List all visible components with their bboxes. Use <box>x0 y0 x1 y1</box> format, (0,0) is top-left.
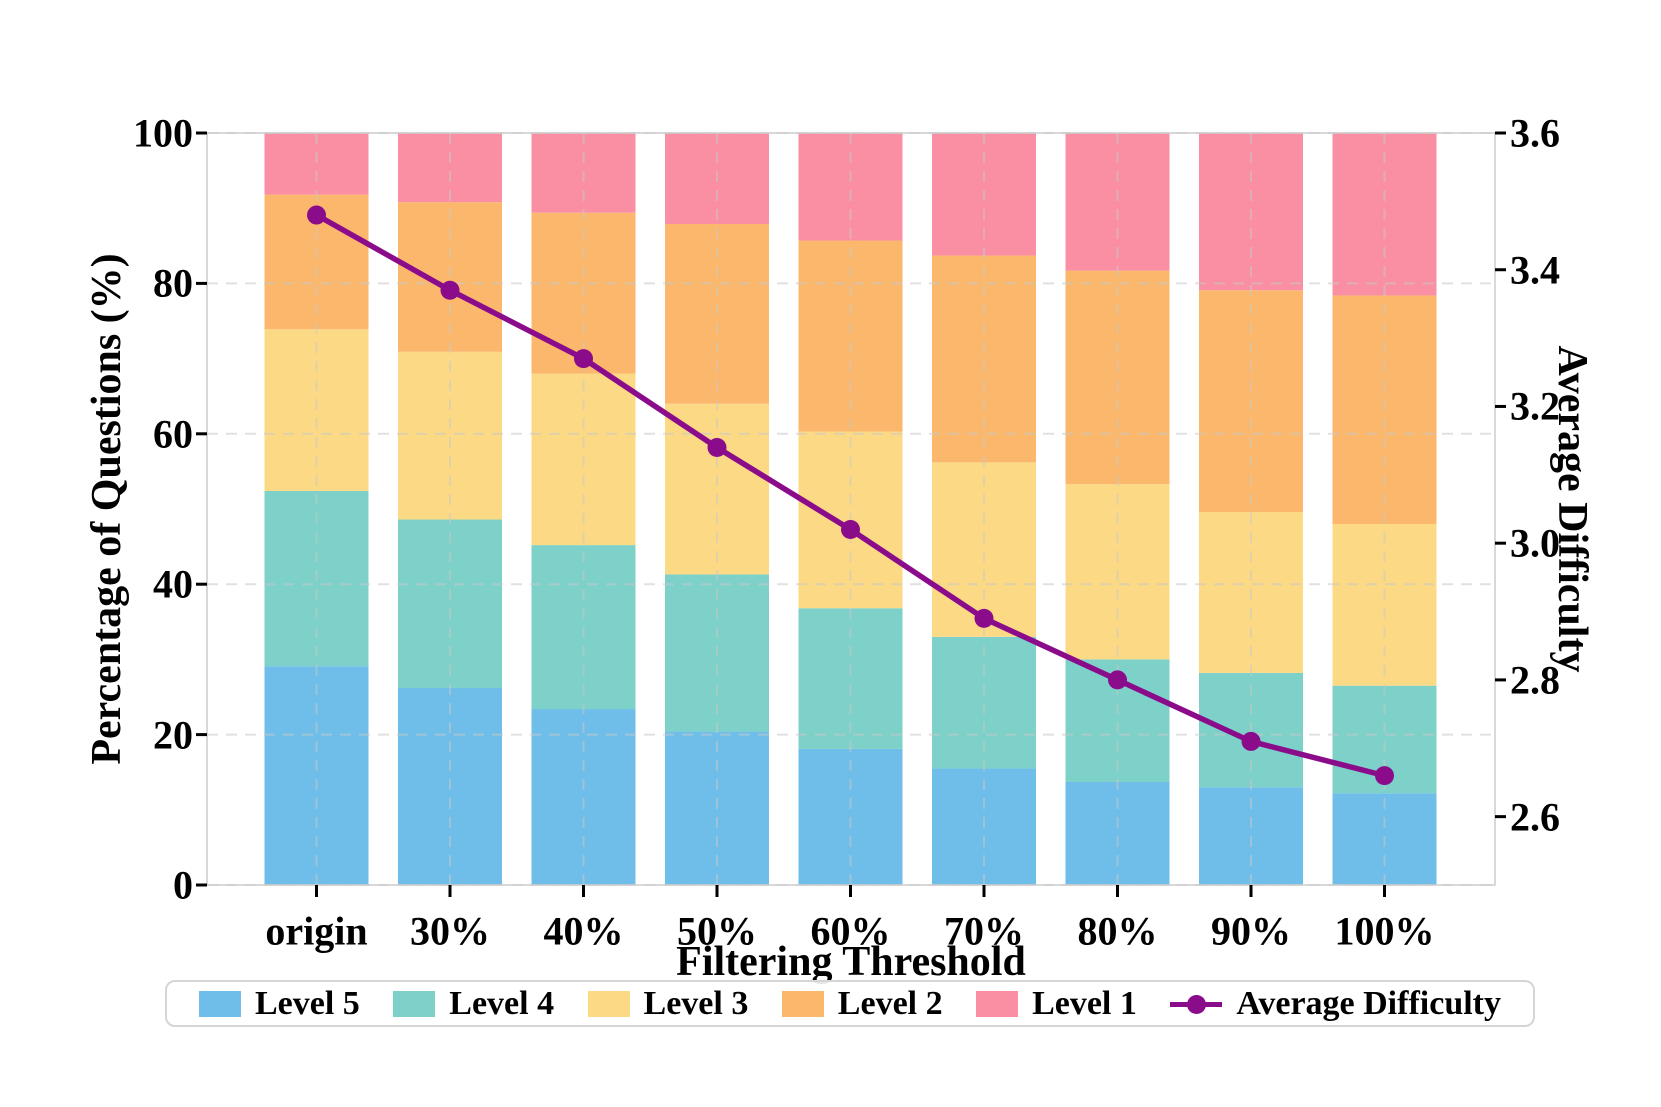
legend-item-level-2: Level 2 <box>781 984 943 1023</box>
x-tick-label-40%: 40% <box>543 908 624 954</box>
right-y-tick-label-2.8: 2.8 <box>1510 657 1560 703</box>
legend-label: Level 1 <box>1032 984 1137 1022</box>
legend-item-average-difficulty: Average Difficulty <box>1170 985 1501 1023</box>
left-y-tick-label-100: 100 <box>133 110 193 156</box>
left-y-tick-label-40: 40 <box>153 561 193 607</box>
legend-swatch-icon <box>587 990 630 1017</box>
left-y-tick-label-60: 60 <box>153 411 193 457</box>
x-tick-label-80%: 80% <box>1077 908 1158 954</box>
line-marker-100% <box>1375 766 1394 786</box>
legend-swatch-icon <box>199 990 241 1017</box>
x-axis-title: Filtering Threshold <box>676 939 1026 985</box>
bar-segment-level-5-origin <box>264 666 369 885</box>
legend: Level 5 Level 4 Level 3 Level 2 Level 1 Avera… <box>165 980 1535 1027</box>
line-marker-70% <box>974 608 994 628</box>
left-axis-title: Percentage of Questions (%) <box>84 253 130 765</box>
x-tick-label-50%: 50% <box>677 908 757 954</box>
bar-segment-level-3-50% <box>665 403 769 575</box>
left-y-tick-label-0: 0 <box>173 862 193 908</box>
line-marker-60% <box>841 520 860 540</box>
bar-segment-level-2-80% <box>1065 270 1170 485</box>
legend-line-marker-icon <box>1170 991 1223 1017</box>
x-tick-label-70%: 70% <box>944 908 1024 954</box>
x-tick-label-30%: 30% <box>410 908 490 954</box>
bar-segment-level-1-60% <box>798 133 903 241</box>
legend-item-level-4: Level 4 <box>393 985 554 1023</box>
left-y-tick-label-80: 80 <box>153 260 193 306</box>
legend-label: Average Difficulty <box>1236 984 1501 1022</box>
line-marker-50% <box>707 437 727 457</box>
legend-swatch-icon <box>393 990 436 1017</box>
x-tick-label-origin: origin <box>265 908 368 954</box>
legend-swatch-icon <box>781 990 824 1017</box>
legend-item-level-5: Level 5 <box>199 985 360 1023</box>
legend-swatch-icon <box>976 990 1019 1017</box>
right-y-tick-label-3.0: 3.0 <box>1510 520 1560 566</box>
legend-line-dot <box>1187 994 1207 1014</box>
line-marker-origin <box>307 205 326 225</box>
right-y-tick-label-3.2: 3.2 <box>1510 383 1560 429</box>
legend-label: Level 5 <box>255 984 360 1022</box>
right-y-tick-label-3.4: 3.4 <box>1510 247 1560 293</box>
line-marker-40% <box>574 349 593 369</box>
line-marker-90% <box>1241 731 1261 751</box>
bar-segment-level-5-80% <box>1065 781 1170 885</box>
x-tick-label-100%: 100% <box>1334 908 1435 954</box>
bar-segment-level-4-30% <box>398 519 502 688</box>
legend-label: Level 4 <box>449 984 555 1022</box>
bar-segment-level-3-70% <box>932 462 1036 637</box>
legend-label: Level 3 <box>643 984 749 1022</box>
legend-item-level-3: Level 3 <box>587 984 749 1023</box>
legend-item-level-1: Level 1 <box>976 985 1137 1023</box>
right-y-tick-label-2.6: 2.6 <box>1510 794 1560 840</box>
bar-segment-level-3-30% <box>398 351 502 520</box>
x-tick-label-60%: 60% <box>810 908 891 954</box>
right-y-tick-label-3.6: 3.6 <box>1510 110 1560 156</box>
x-tick-label-90%: 90% <box>1211 908 1291 954</box>
left-y-tick-label-20: 20 <box>153 712 193 758</box>
legend-label: Level 2 <box>837 984 943 1022</box>
line-marker-30% <box>440 280 460 300</box>
line-marker-80% <box>1108 670 1127 690</box>
bar-segment-level-3-100% <box>1332 524 1437 686</box>
